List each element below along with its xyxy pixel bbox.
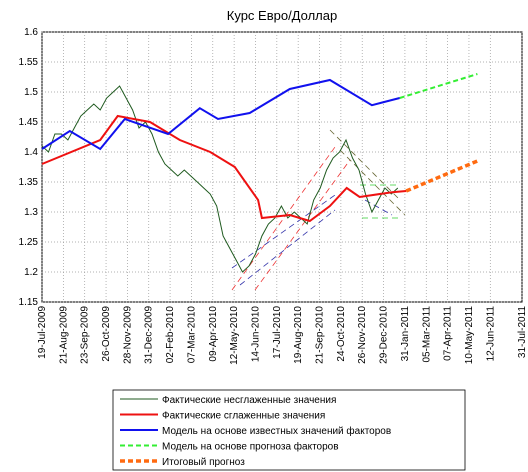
x-tick-label: 09-Apr-2010	[208, 306, 219, 362]
series-line	[41, 114, 407, 223]
series-line	[405, 159, 479, 193]
x-tick-label: 26-Nov-2010	[357, 306, 368, 364]
x-tick-label: 31-Jan-2011	[400, 306, 411, 362]
x-tick-label: 19-Jul-2009	[37, 306, 48, 359]
x-tick-label: 07-Mar-2010	[186, 306, 197, 364]
chart-title: Курс Евро/Доллар	[227, 8, 337, 23]
legend-label: Итоговый прогноз	[162, 457, 245, 468]
y-tick-label: 1.35	[19, 177, 39, 188]
channel-lines	[231, 129, 406, 291]
x-tick-label: 23-Sep-2009	[80, 306, 91, 364]
x-tick-label: 12-May-2010	[229, 306, 240, 365]
legend: Фактические несглаженные значения Фактиче…	[112, 389, 466, 471]
legend-label: Фактические сглаженные значения	[162, 411, 325, 422]
x-tick-label: 24-Oct-2010	[336, 306, 347, 362]
x-tick-label: 14-Jun-2010	[250, 306, 261, 363]
x-tick-label: 29-Dec-2010	[379, 306, 390, 364]
x-tick-label: 31-Jul-2011	[517, 306, 528, 359]
y-tick-label: 1.6	[24, 27, 38, 38]
y-tick-label: 1.55	[19, 57, 39, 68]
legend-label: Фактические несглаженные значения	[162, 395, 336, 406]
x-tick-label: 10-May-2011	[464, 306, 475, 365]
y-tick-label: 1.5	[24, 87, 38, 98]
y-tick-label: 1.3	[24, 207, 38, 218]
legend-box	[112, 389, 466, 471]
x-tick-label: 07-Apr-2011	[443, 306, 454, 361]
y-tick-label: 1.45	[19, 117, 39, 128]
x-tick-label: 17-Jul-2010	[272, 306, 283, 359]
legend-label: Модель на основе прогноза факторов	[162, 441, 339, 453]
x-tick-label: 02-Feb-2010	[165, 306, 176, 364]
x-tick-label: 21-Sep-2010	[315, 306, 326, 364]
y-tick-label: 1.4	[24, 147, 38, 158]
plot-area	[41, 31, 523, 303]
legend-label: Модель на основе известных значений факт…	[162, 425, 391, 437]
x-tick-label: 31-Dec-2009	[144, 306, 155, 364]
x-tick-label: 26-Oct-2009	[101, 306, 112, 362]
series-line	[399, 73, 478, 99]
x-tick-label: 12-Jun-2011	[485, 306, 496, 362]
x-tick-label: 28-Nov-2009	[122, 306, 133, 364]
y-tick-label: 1.2	[24, 267, 38, 278]
series-line	[41, 78, 400, 151]
x-tick-label: 19-Aug-2010	[293, 306, 304, 364]
x-tick-label: 05-Mar-2011	[421, 306, 432, 363]
y-tick-label: 1.25	[19, 237, 39, 248]
series-line	[41, 85, 399, 273]
x-tick-label: 21-Aug-2009	[58, 306, 69, 364]
y-tick-label: 1.15	[19, 297, 39, 308]
